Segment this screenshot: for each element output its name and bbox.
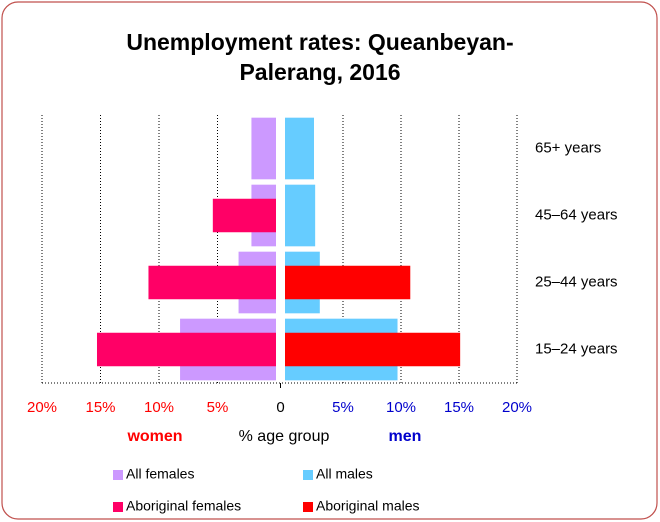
legend-swatch bbox=[113, 502, 123, 512]
bar bbox=[285, 265, 411, 300]
x-tick-label: 20% bbox=[502, 399, 532, 416]
bar bbox=[251, 117, 276, 180]
x-tick-label: 5% bbox=[332, 399, 354, 416]
category-label: 25–44 years bbox=[535, 273, 618, 290]
category-label: 65+ years bbox=[535, 139, 601, 156]
bar bbox=[285, 117, 314, 180]
bar bbox=[212, 198, 276, 233]
bar bbox=[148, 265, 276, 300]
x-tick-label: 15% bbox=[444, 399, 474, 416]
x-tick-label: 0 bbox=[276, 399, 284, 416]
x-tick-label: 20% bbox=[27, 399, 57, 416]
x-tick-label: 5% bbox=[207, 399, 229, 416]
legend-swatch bbox=[303, 502, 313, 512]
bar bbox=[285, 184, 316, 247]
bar bbox=[96, 332, 277, 367]
x-axis-label: % age group bbox=[239, 428, 330, 445]
x-tick-label: 15% bbox=[85, 399, 115, 416]
women-label: women bbox=[126, 428, 182, 445]
legend-label: Aboriginal females bbox=[126, 498, 241, 514]
legend-swatch bbox=[113, 470, 123, 480]
chart-title: Unemployment rates: Queanbeyan- bbox=[126, 29, 513, 55]
category-label: 45–64 years bbox=[535, 206, 618, 223]
legend-label: All males bbox=[316, 466, 373, 482]
chart-title: Palerang, 2016 bbox=[239, 59, 400, 85]
x-tick-label: 10% bbox=[386, 399, 416, 416]
legend-label: Aboriginal males bbox=[316, 498, 420, 514]
legend-swatch bbox=[303, 470, 313, 480]
category-label: 15–24 years bbox=[535, 340, 618, 357]
men-label: men bbox=[389, 428, 422, 445]
bar bbox=[285, 332, 461, 367]
legend-label: All females bbox=[126, 466, 194, 482]
x-tick-label: 10% bbox=[144, 399, 174, 416]
